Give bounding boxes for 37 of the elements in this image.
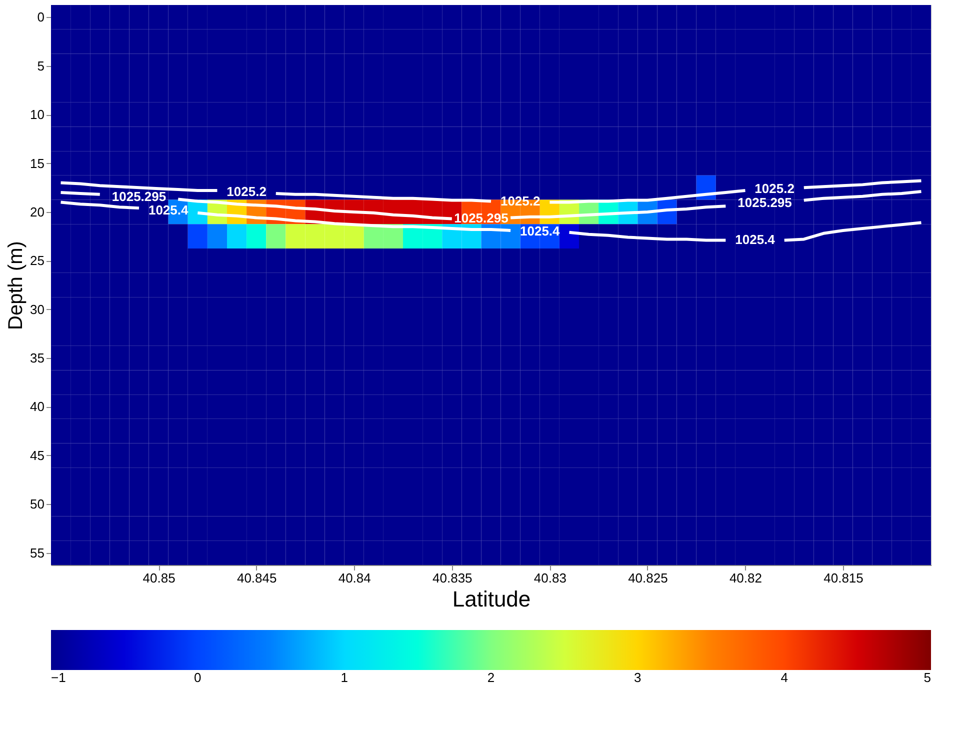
text: 1025.295 (112, 188, 166, 204)
y-tick-label: 10 (30, 107, 44, 122)
color-bar-label: 5 (924, 670, 931, 685)
y-tick-label: 45 (30, 448, 44, 463)
x-tick-label: 40.815 (824, 570, 864, 586)
x-tick-label: 40.82 (729, 570, 762, 586)
series-label: 1025.295 (454, 210, 508, 226)
y-axis-title: Depth (m) (5, 241, 28, 330)
color-bar-label: 1 (340, 670, 348, 685)
y-tick-label: 5 (37, 58, 44, 74)
series-label: 1025.4 (520, 223, 561, 238)
x-tick-label: 40.83 (534, 570, 566, 586)
text: 1025.4 (735, 232, 775, 248)
y-tick-label: 20 (30, 204, 44, 220)
y-tick-label: 15 (30, 156, 44, 171)
x-tick-label: 40.825 (628, 570, 668, 586)
x-tick-label: 40.845 (236, 570, 277, 586)
y-tick-label: 35 (30, 350, 44, 366)
y-tick-label: 0 (37, 10, 44, 25)
text: 1025.4 (148, 202, 188, 218)
y-tick-label: 55 (30, 545, 44, 560)
y-tick-label: 25 (30, 253, 44, 268)
color-bar-label: 3 (634, 670, 642, 685)
y-tick-label: 40 (30, 399, 44, 414)
y-tick-label: 50 (30, 496, 44, 512)
x-tick-label: 40.85 (142, 570, 176, 586)
x-tick-label: 40.835 (432, 570, 472, 586)
text: 1025.295 (738, 195, 792, 210)
text: 1025.2 (754, 181, 794, 196)
color-bar-label: −1 (51, 670, 66, 685)
x-axis-title: Latitude (452, 586, 531, 612)
color-bar-label: 2 (487, 670, 495, 685)
color-bar-label: 4 (780, 670, 788, 685)
color-bar-label: 0 (194, 670, 202, 685)
y-tick-label: 30 (30, 302, 44, 317)
text: 1025.2 (226, 184, 266, 199)
x-tick-label: 40.84 (338, 570, 371, 586)
